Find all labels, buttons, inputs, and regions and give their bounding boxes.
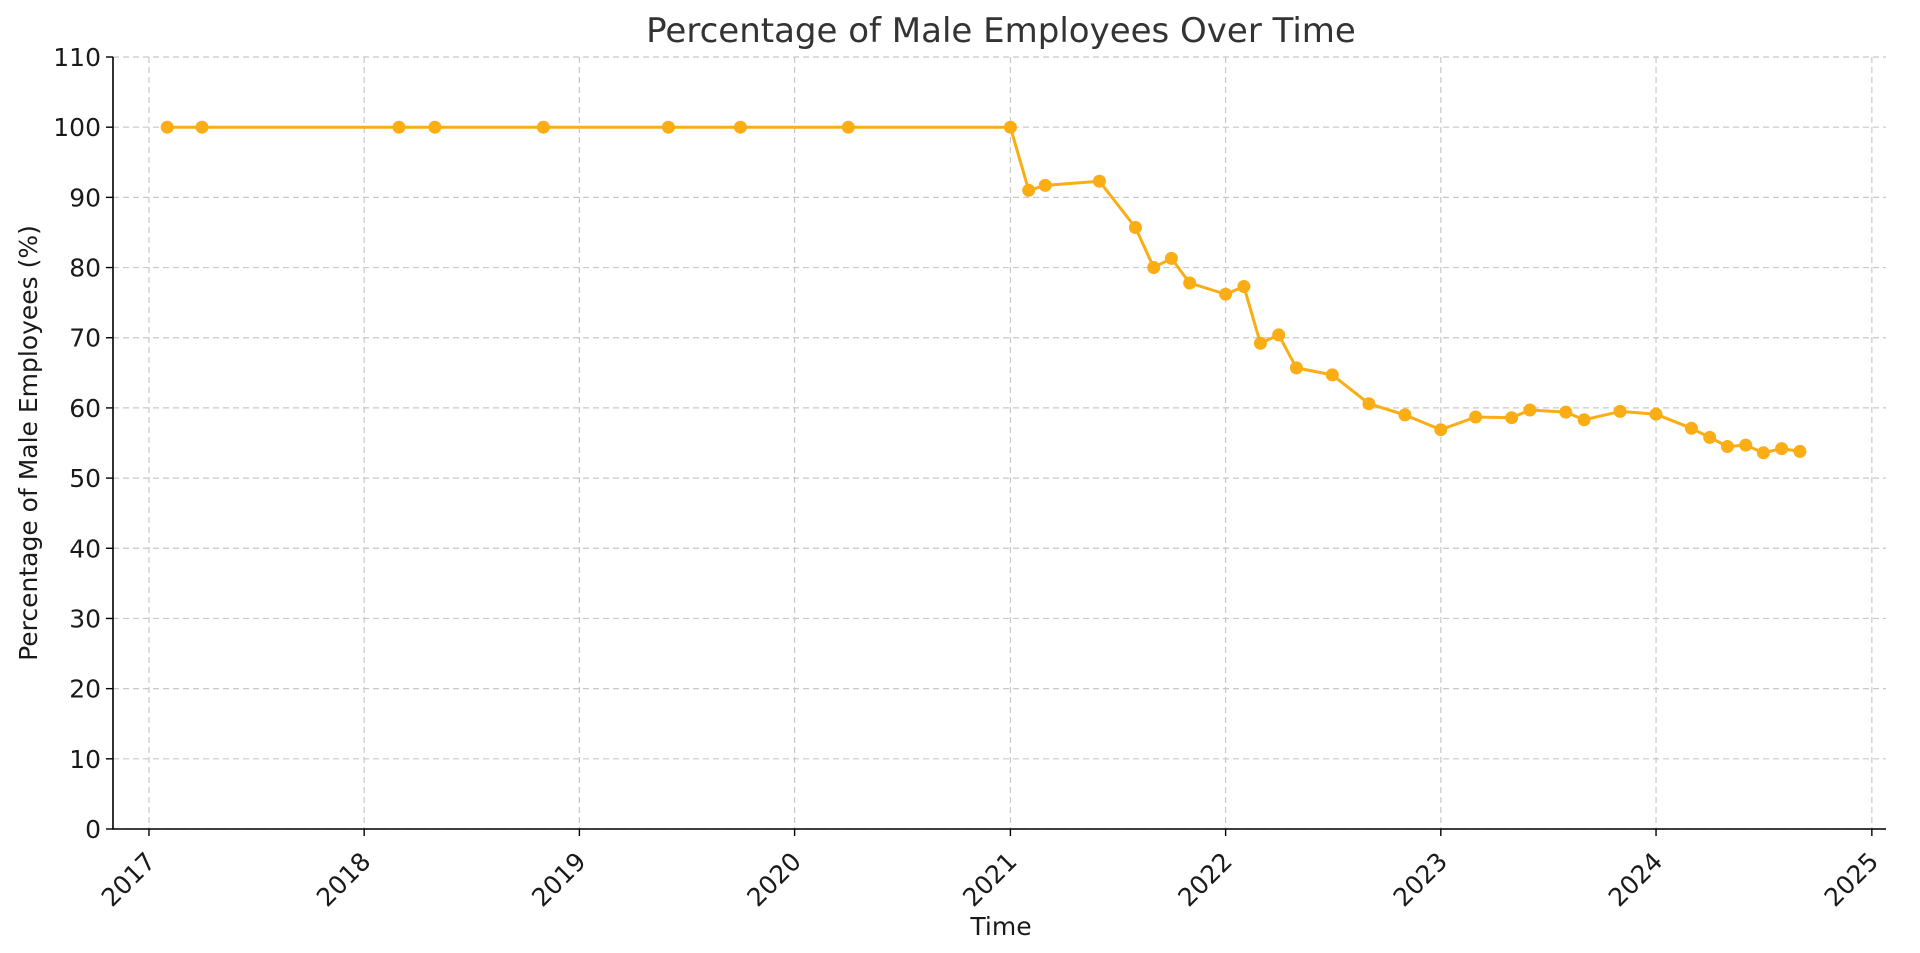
x-tick-label: 2025 [1819,847,1884,912]
x-tick-label: 2019 [526,847,591,912]
data-point [195,120,209,134]
data-point [1720,440,1734,453]
data-point [1237,280,1251,293]
data-point [536,120,550,134]
data-point [1038,178,1052,192]
series-line [167,125,1801,455]
y-tick-label: 80 [69,254,101,283]
data-point [1505,411,1519,425]
x-axis-label: Time [969,912,1031,941]
y-axis-label: Percentage of Male Employees (%) [14,225,43,661]
x-tick-label: 2017 [96,847,161,912]
data-point [1559,405,1573,419]
data-point [1003,120,1017,134]
y-tick-label: 10 [69,745,101,774]
x-tick-label: 2022 [1172,847,1237,912]
grid-layer [113,56,1886,830]
data-point [661,120,675,134]
data-point [733,120,747,134]
x-tick-label: 2024 [1603,847,1668,912]
data-point [1092,174,1106,188]
y-tick-label: 60 [69,394,101,423]
data-point [1469,410,1483,424]
data-point [1128,221,1142,234]
data-point [1577,413,1591,427]
y-tick-label: 20 [69,675,101,704]
axis-spines [112,57,1886,830]
data-point [1219,287,1233,301]
data-point [1703,430,1717,444]
data-point [428,120,442,134]
data-point [1147,261,1161,274]
data-point [1684,421,1698,435]
data-point [1775,442,1789,456]
data-point [1362,397,1376,411]
y-tick-label: 70 [69,324,101,353]
x-tick-label: 2018 [311,847,376,912]
x-tick-label: 2021 [957,847,1022,912]
data-point [1613,404,1627,418]
data-point [1022,183,1036,197]
data-point [1272,328,1286,342]
series-layer [160,120,1807,460]
data-point [1523,403,1537,417]
y-tick-label: 40 [69,534,101,563]
data-point [1739,438,1753,452]
data-point [1793,444,1807,458]
y-tick-label: 100 [53,113,101,142]
y-tick-label: 110 [53,43,101,72]
data-point [1756,446,1770,460]
data-point [1183,276,1197,290]
data-point [392,120,406,134]
data-point [841,120,855,134]
data-point [1325,368,1339,382]
y-tick-label: 30 [69,604,101,633]
y-tick-label: 50 [69,464,101,493]
data-point [160,120,174,134]
chart-title: Percentage of Male Employees Over Time [646,11,1356,51]
y-tick-label: 0 [85,815,101,844]
data-point [1398,408,1412,422]
data-point [1434,423,1448,437]
y-tick-label: 90 [69,183,101,212]
data-point [1253,336,1267,350]
data-point [1289,361,1303,375]
x-tick-label: 2023 [1388,847,1453,912]
x-tick-label: 2020 [741,847,806,912]
data-point [1164,251,1178,265]
data-point [1649,407,1663,421]
